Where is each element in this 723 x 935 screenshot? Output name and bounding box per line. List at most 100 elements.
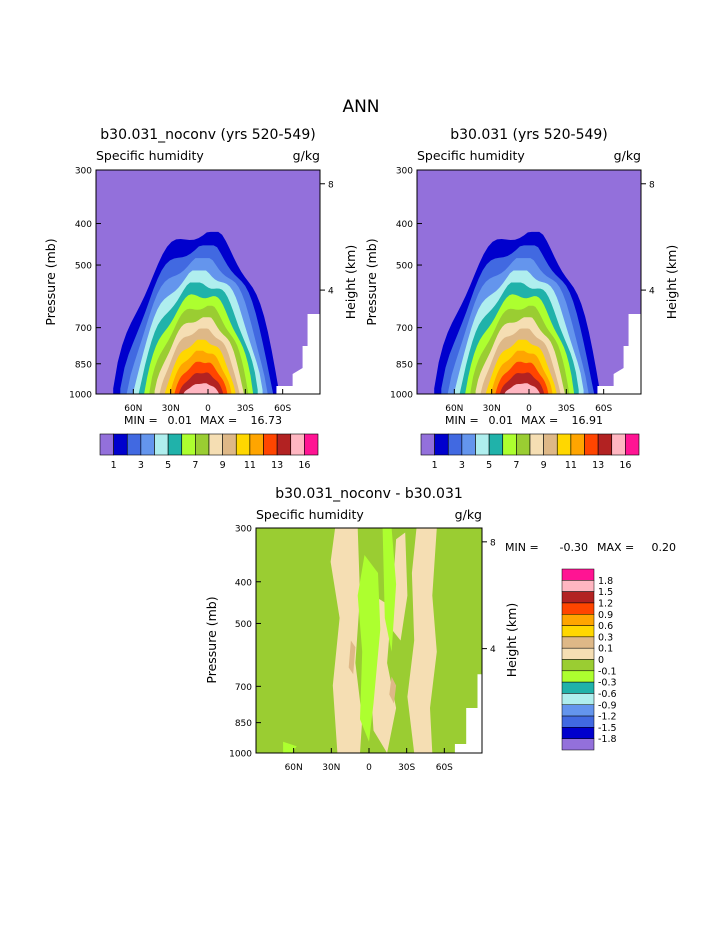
panel-a-max-label: MAX = bbox=[200, 414, 237, 427]
x-tick-label: 30S bbox=[398, 763, 415, 773]
colorbar-swatch bbox=[597, 433, 613, 456]
panel-a-subtitle: Specific humidity bbox=[96, 148, 204, 163]
y-tick-label: 400 bbox=[75, 220, 92, 230]
panel-b: b30.031 (yrs 520-549) Specific humidity … bbox=[364, 127, 679, 471]
colorbar-label: 11 bbox=[244, 460, 256, 471]
panel-diff-ylabel-right: Height (km) bbox=[504, 603, 519, 677]
panel-a-plot: 300 400 500 700 850 1000 8 4 60N 30N 0 30S 60S bbox=[69, 167, 334, 415]
panel-diff-min-value: -0.30 bbox=[560, 541, 588, 554]
colorbar-label: 13 bbox=[592, 460, 604, 471]
colorbar-swatch bbox=[99, 433, 114, 456]
colorbar-swatch bbox=[276, 433, 292, 456]
x-tick-label: 60N bbox=[285, 763, 303, 773]
y-tick-label: 300 bbox=[235, 525, 252, 535]
colorbar-swatch bbox=[447, 433, 463, 456]
panel-a-min-label: MIN = bbox=[124, 414, 158, 427]
x-tick-label: 60S bbox=[436, 763, 453, 773]
plot-body bbox=[256, 528, 482, 753]
colorbar-swatch bbox=[561, 591, 595, 604]
colorbar-swatch bbox=[561, 738, 595, 751]
panel-a-max-value: 16.73 bbox=[251, 414, 283, 427]
panel-b-plot: 300 400 500 700 850 1000 8 4 60N 30N 0 30S 60S bbox=[390, 167, 655, 415]
colorbar-swatch bbox=[556, 433, 572, 456]
colorbar-swatch bbox=[611, 433, 626, 456]
colorbar-label: 5 bbox=[165, 460, 171, 471]
colorbar-swatch bbox=[561, 659, 595, 672]
panel-a-title: b30.031_noconv (yrs 520-549) bbox=[100, 127, 315, 143]
panel-b-ylabel: Pressure (mb) bbox=[364, 238, 379, 325]
colorbar-swatch bbox=[154, 433, 169, 456]
y-tick-label: 700 bbox=[396, 324, 413, 334]
x-tick-label: 30N bbox=[162, 404, 180, 414]
x-tick-label: 60S bbox=[274, 404, 291, 414]
panel-diff-max-value: 0.20 bbox=[652, 541, 677, 554]
x-tick-label: 0 bbox=[366, 763, 372, 773]
y-tick-label: 700 bbox=[75, 324, 92, 334]
y-tick-label: 400 bbox=[235, 578, 252, 588]
colorbar-label: -1.5 bbox=[598, 723, 617, 734]
panel-a-units: g/kg bbox=[293, 148, 320, 163]
colorbar-swatch bbox=[181, 433, 196, 456]
colorbar-label: 0.9 bbox=[598, 610, 613, 621]
x-tick-label: 30N bbox=[322, 763, 340, 773]
y-tick-label: 1000 bbox=[229, 750, 252, 760]
contour-fill-level-14 bbox=[183, 383, 220, 394]
colorbar-label: 16 bbox=[619, 460, 631, 471]
y-tick-label: 300 bbox=[75, 167, 92, 177]
panel-a-ylabel-right: Height (km) bbox=[343, 245, 358, 319]
panel-diff-units: g/kg bbox=[455, 507, 482, 522]
y-tick-label: 500 bbox=[396, 262, 413, 272]
colorbar-label: 0 bbox=[598, 655, 604, 666]
colorbar-swatch bbox=[570, 433, 585, 456]
colorbar-swatch bbox=[113, 433, 128, 456]
panel-b-title: b30.031 (yrs 520-549) bbox=[450, 127, 608, 143]
colorbar-label: -0.3 bbox=[598, 678, 617, 689]
panel-b-max-label: MAX = bbox=[521, 414, 558, 427]
colorbar-label: -0.1 bbox=[598, 666, 617, 677]
x-tick-label: 0 bbox=[526, 404, 532, 414]
colorbar-label: 0.1 bbox=[598, 644, 613, 655]
panel-diff-subtitle: Specific humidity bbox=[256, 507, 364, 522]
colorbar-swatch bbox=[625, 433, 640, 456]
colorbar-label: 7 bbox=[192, 460, 198, 471]
colorbar-swatch bbox=[516, 433, 531, 456]
colorbar-swatch bbox=[502, 433, 517, 456]
y-tick-label: 1000 bbox=[390, 391, 413, 401]
panel-a-colorbar: 1 3 5 7 9 11 13 16 bbox=[99, 433, 319, 471]
panel-a-min-value: 0.01 bbox=[168, 414, 193, 427]
difference-region bbox=[330, 528, 363, 753]
colorbar-label: 1 bbox=[111, 460, 117, 471]
colorbar-swatch bbox=[420, 433, 435, 456]
colorbar-swatch bbox=[561, 727, 595, 739]
y-tick-label: 700 bbox=[235, 683, 252, 693]
colorbar-swatch bbox=[304, 433, 319, 456]
difference-region bbox=[348, 640, 356, 675]
y-tick-label: 500 bbox=[75, 262, 92, 272]
contour-fill-level-14 bbox=[504, 383, 541, 394]
colorbar-label: -1.8 bbox=[598, 734, 617, 745]
colorbar-label: 0.3 bbox=[598, 632, 613, 643]
y-tick-label: 850 bbox=[396, 360, 413, 370]
colorbar-swatch bbox=[561, 715, 595, 728]
colorbar-swatch bbox=[195, 433, 210, 456]
colorbar-label: 9 bbox=[541, 460, 547, 471]
colorbar-swatch bbox=[475, 433, 490, 456]
colorbar-swatch bbox=[561, 670, 595, 683]
colorbar-label: 7 bbox=[513, 460, 519, 471]
colorbar-swatch bbox=[561, 704, 595, 717]
colorbar-label: 1 bbox=[432, 460, 438, 471]
difference-region bbox=[454, 674, 482, 753]
colorbar-swatch bbox=[561, 636, 595, 649]
colorbar-swatch bbox=[249, 433, 264, 456]
x-tick-label: 60N bbox=[124, 404, 142, 414]
panel-diff: b30.031_noconv - b30.031 Specific humidi… bbox=[204, 486, 676, 773]
colorbar-swatch bbox=[434, 433, 449, 456]
y-tick-label: 500 bbox=[235, 620, 252, 630]
colorbar-swatch bbox=[222, 433, 237, 456]
colorbar-swatch bbox=[561, 580, 595, 592]
x-tick-label: 60N bbox=[445, 404, 463, 414]
colorbar-swatch bbox=[488, 433, 504, 456]
difference-region bbox=[357, 555, 381, 742]
colorbar-swatch bbox=[584, 433, 599, 456]
colorbar-label: 3 bbox=[459, 460, 465, 471]
